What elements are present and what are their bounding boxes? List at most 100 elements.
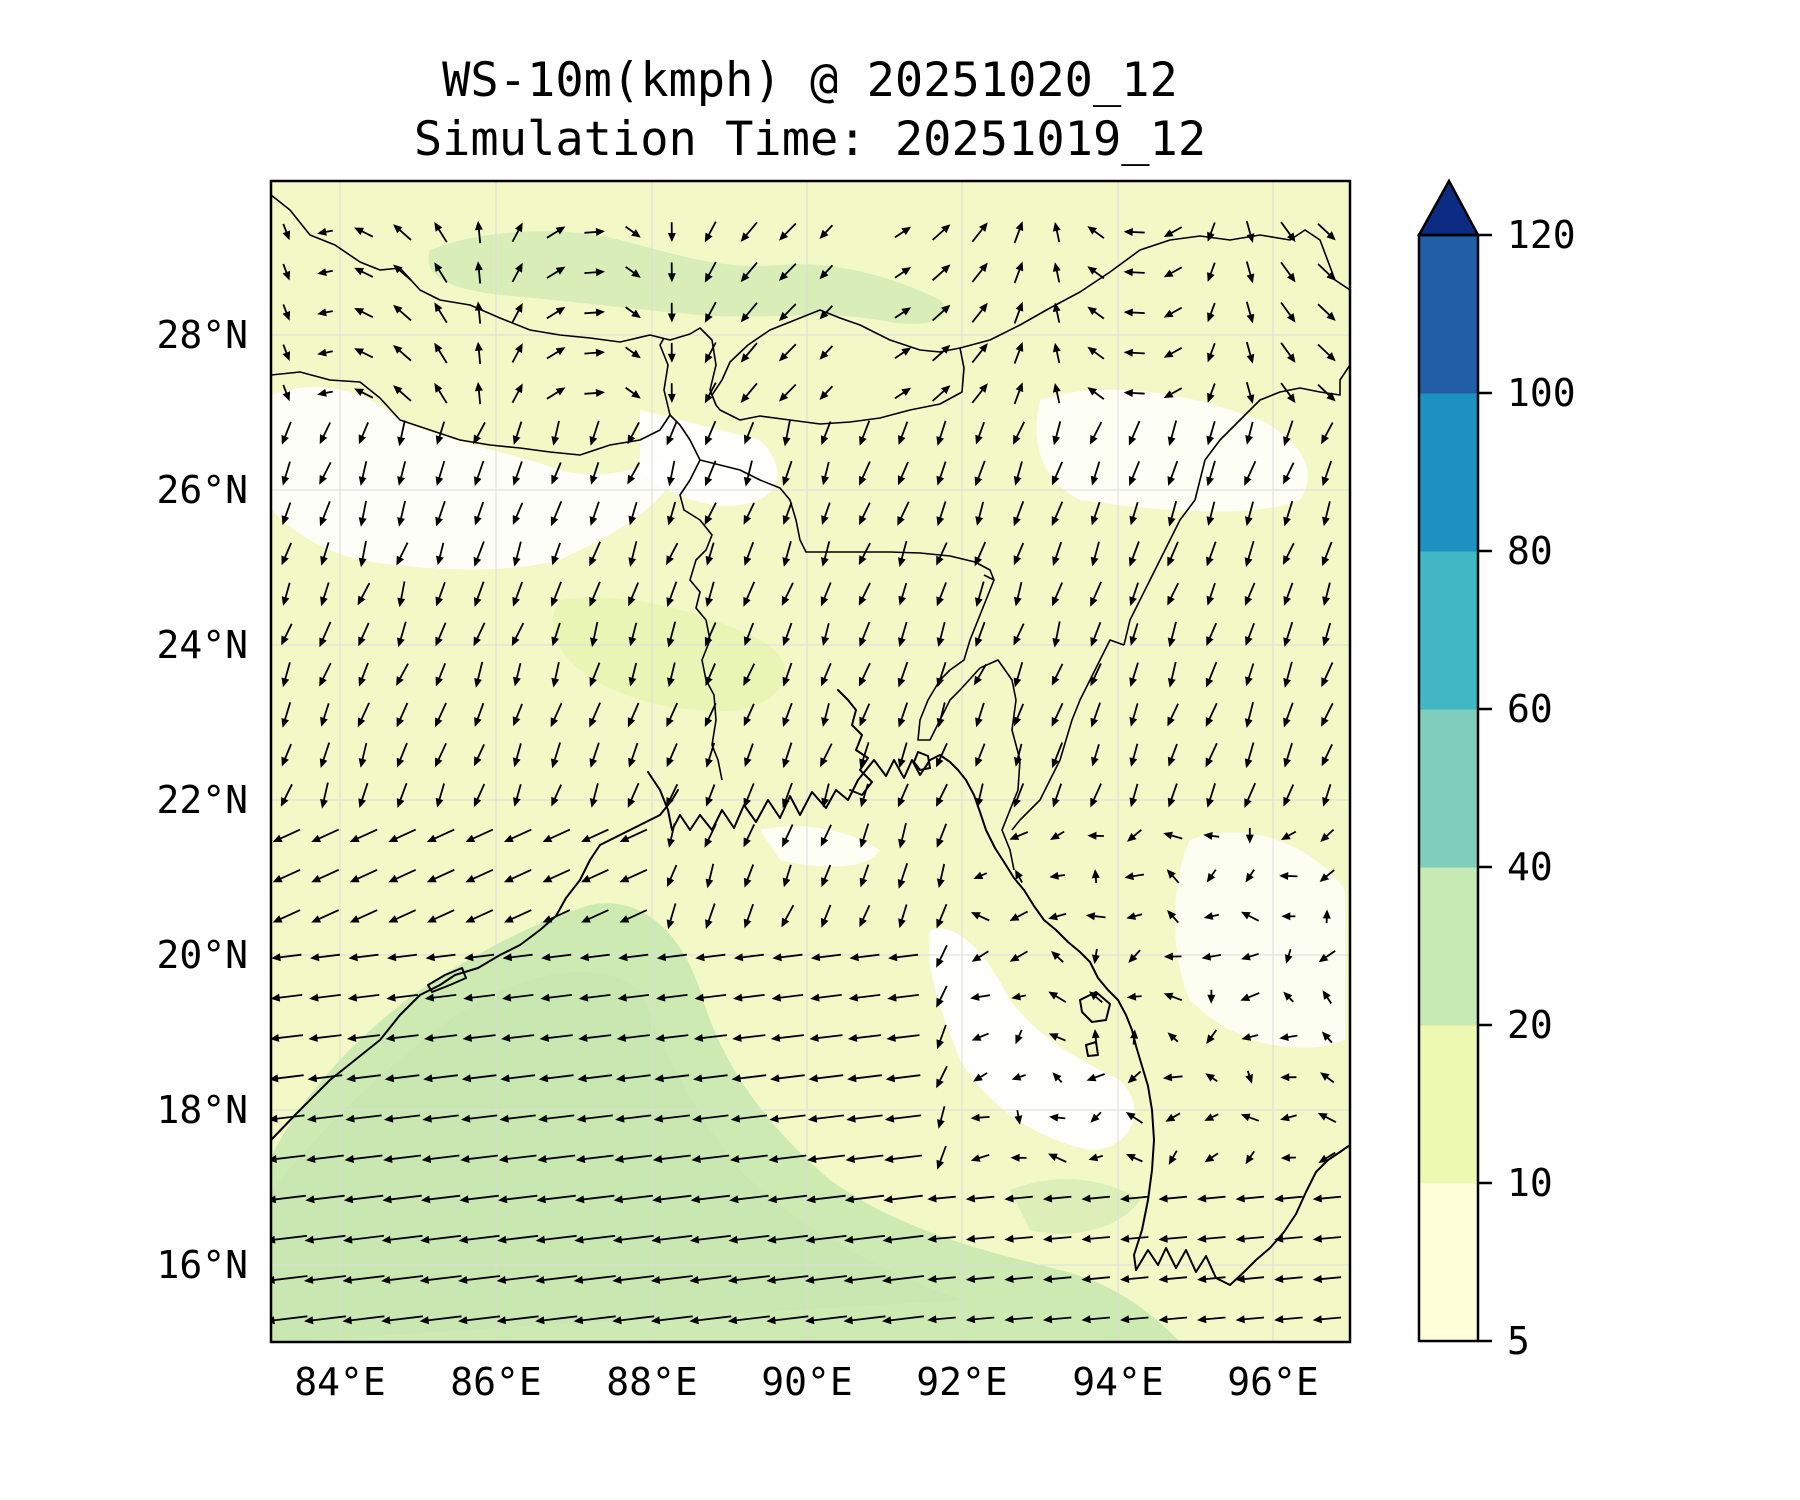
wind-vector-head [1318, 953, 1329, 963]
wind-vector-head [740, 232, 750, 242]
wind-vector-shaft [1285, 702, 1294, 723]
wind-vector-head [782, 557, 791, 567]
wind-vector-shaft [398, 663, 409, 682]
wind-vector-head [537, 1155, 547, 1163]
wind-vector-head [497, 1235, 507, 1244]
wind-vector-head [589, 677, 597, 687]
wind-vector-head [618, 953, 628, 962]
wind-vector-head [1244, 557, 1253, 567]
wind-vector-head [574, 1235, 584, 1244]
wind-vector-head [936, 596, 944, 607]
wind-vector-head [344, 1155, 354, 1163]
wind-vector-shaft [1053, 663, 1064, 681]
wind-vector-head [459, 1195, 469, 1204]
wind-vector-shaft [466, 1154, 499, 1161]
wind-vector-head [1048, 1153, 1058, 1161]
colorbar-tick-label: 10 [1507, 1161, 1553, 1205]
wind-vector-head [384, 1074, 395, 1083]
wind-vector-head [690, 1195, 701, 1204]
wind-vector-shaft [821, 743, 833, 762]
wind-vector-shaft [475, 460, 485, 481]
wind-vector-shaft [1164, 1276, 1188, 1281]
wind-vector-head [1158, 1234, 1168, 1243]
wind-vector-shaft [388, 1194, 422, 1201]
wind-vector-shaft [822, 582, 832, 601]
wind-vector-head [1321, 677, 1329, 688]
wind-vector-shaft [1048, 1195, 1072, 1200]
wind-vector-head [848, 993, 859, 1002]
wind-vector-shaft [892, 1034, 920, 1040]
wind-vector-head [897, 475, 906, 486]
wind-vector-head [1004, 1234, 1014, 1243]
wind-vector-head [305, 1195, 315, 1204]
wind-vector-shaft [1202, 1316, 1226, 1321]
wind-vector-head [821, 557, 829, 567]
wind-vector-head [1321, 434, 1329, 445]
wind-vector-shaft [590, 581, 601, 602]
wind-vector-head [515, 383, 523, 394]
wind-vector-shaft [660, 1074, 690, 1080]
wind-vector-head [515, 262, 523, 273]
wind-vector-shaft [1247, 663, 1255, 681]
wind-vector-head [901, 226, 912, 235]
wind-vector-shaft [938, 823, 948, 843]
colorbar-block [1419, 235, 1478, 394]
wind-vector-head [859, 877, 868, 888]
wind-vector-head [1090, 797, 1098, 808]
wind-vector-shaft [1284, 542, 1295, 561]
wind-vector-head [974, 476, 983, 487]
wind-vector-shaft [1318, 1276, 1342, 1281]
wind-vector-head [358, 636, 366, 647]
wind-vector-shaft [887, 1275, 925, 1282]
wind-vector-head [589, 436, 598, 446]
wind-vector-head [551, 474, 559, 485]
wind-vector-head [1167, 1032, 1177, 1042]
wind-vector-head [694, 993, 704, 1002]
wind-vector-head [705, 796, 713, 807]
wind-vector-shaft [860, 582, 871, 601]
wind-vector-shaft [772, 1315, 809, 1322]
wind-vector-shaft [398, 742, 408, 763]
wind-vector-head [898, 595, 906, 606]
wind-vector-head [936, 1039, 944, 1050]
wind-vector-shaft [698, 1114, 729, 1120]
wind-vector-head [498, 1195, 508, 1204]
wind-vector-shaft [586, 868, 609, 881]
wind-vector-shaft [1087, 1195, 1110, 1200]
wind-vector-head [631, 229, 641, 238]
wind-vector-head [628, 757, 636, 768]
wind-vector-shaft [515, 541, 522, 562]
wind-vector-head [936, 677, 944, 688]
wind-vector-shaft [971, 1195, 995, 1200]
wind-vector-shaft [657, 1234, 693, 1241]
wind-vector-head [936, 918, 944, 929]
wind-vector-shaft [744, 581, 756, 602]
wind-vector-shaft [618, 1275, 655, 1282]
wind-vector-shaft [1280, 261, 1293, 279]
wind-vector-head [1241, 952, 1251, 961]
wind-vector-head [631, 349, 641, 359]
wind-vector-head [1244, 718, 1253, 728]
wind-vector-head [1283, 474, 1291, 485]
wind-vector-head [461, 1074, 472, 1083]
wind-vector-head [282, 391, 291, 402]
wind-vector-shaft [274, 1074, 304, 1080]
wind-vector-head [434, 222, 443, 232]
wind-vector-shaft [514, 421, 523, 440]
wind-vector-head [386, 993, 396, 1002]
wind-vector-head [422, 1114, 432, 1123]
wind-vector-head [897, 758, 906, 769]
wind-vector-head [897, 879, 906, 889]
wind-vector-head [424, 1034, 434, 1042]
wind-vector-head [1207, 312, 1215, 323]
wind-vector-head [1312, 1234, 1322, 1243]
wind-vector-shaft [899, 661, 909, 683]
wind-vector-shaft [891, 1074, 921, 1080]
wind-vector-head [1283, 637, 1291, 647]
wind-vector-head [393, 385, 403, 395]
wind-vector-head [435, 596, 443, 607]
wind-vector-head [1051, 951, 1061, 960]
wind-vector-head [1167, 516, 1176, 527]
wind-vector-head [1081, 1275, 1091, 1283]
wind-vector-head [1197, 1234, 1207, 1243]
